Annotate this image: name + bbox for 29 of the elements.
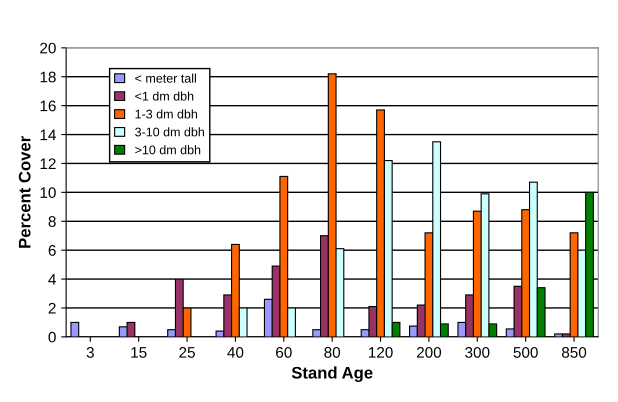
y-tick-label: 6 (48, 245, 56, 256)
y-tick-label: 10 (40, 187, 56, 198)
x-tick-label: 40 (227, 347, 244, 358)
x-tick-label: 60 (276, 347, 292, 358)
y-tick-label: 14 (40, 130, 56, 140)
y-tick-label: 12 (40, 158, 56, 169)
y-tick-label: 18 (40, 72, 56, 82)
x-tick-label: 850 (562, 347, 586, 358)
y-tick-label: 2 (48, 302, 56, 314)
x-tick-label: 80 (324, 347, 340, 358)
x-tick-label: 500 (514, 347, 538, 358)
legend-label: >10 dm dbh (135, 145, 200, 154)
x-tick-label: 200 (416, 347, 442, 358)
x-tick-label: 25 (179, 347, 195, 358)
x-tick-label: 15 (131, 347, 147, 358)
y-tick-label: 8 (48, 216, 56, 227)
legend-label: < meter tall (135, 74, 196, 83)
x-tick-label: 300 (465, 347, 490, 358)
x-axis-title: Stand Age (292, 366, 373, 382)
x-tick-label: 120 (368, 347, 393, 358)
x-tick-label: 3 (86, 347, 94, 358)
y-tick-label: 0 (48, 332, 56, 343)
legend-label: 1-3 dm dbh (136, 109, 198, 119)
y-tick-label: 4 (48, 274, 56, 285)
y-tick-label: 16 (40, 100, 56, 112)
y-axis-title: Percent Cover (18, 136, 31, 248)
y-tick-label: 20 (40, 42, 56, 54)
legend-label: <1 dm dbh (135, 91, 194, 101)
legend-label: 3-10 dm dbh (135, 127, 204, 136)
